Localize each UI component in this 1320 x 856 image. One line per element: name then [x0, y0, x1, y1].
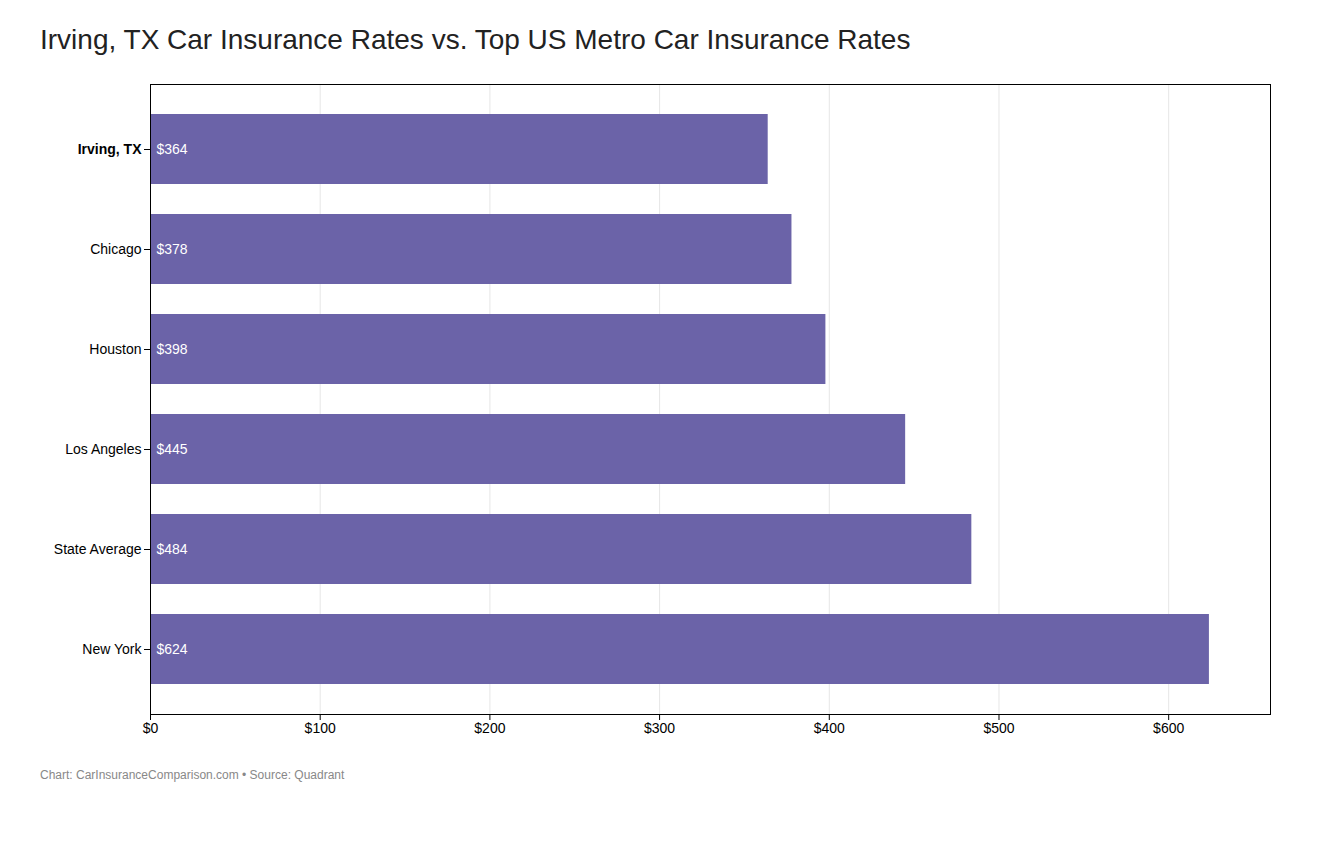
svg-text:$500: $500 [983, 720, 1014, 736]
svg-text:$600: $600 [1153, 720, 1184, 736]
svg-text:New York: New York [82, 641, 142, 657]
svg-text:Chicago: Chicago [90, 241, 142, 257]
svg-text:State Average: State Average [54, 541, 142, 557]
html-text:Chart: CarInsuranceComparison.: Chart: CarInsuranceComparison.com • Sour… [40, 768, 345, 782]
svg-text:$200: $200 [474, 720, 505, 736]
svg-text:$100: $100 [305, 720, 336, 736]
svg-text:Houston: Houston [89, 341, 141, 357]
svg-text:$484: $484 [157, 541, 188, 557]
svg-text:$0: $0 [143, 720, 159, 736]
svg-text:$400: $400 [814, 720, 845, 736]
svg-text:$378: $378 [157, 241, 188, 257]
svg-text:$300: $300 [644, 720, 675, 736]
svg-text:Los Angeles: Los Angeles [65, 441, 141, 457]
svg-text:Irving, TX: Irving, TX [78, 141, 142, 157]
svg-text:$624: $624 [157, 641, 188, 657]
svg-text:$364: $364 [157, 141, 188, 157]
svg-text:$398: $398 [157, 341, 188, 357]
html-text:Irving, TX Car Insurance Rates: Irving, TX Car Insurance Rates vs. Top U… [40, 24, 911, 55]
svg-text:$445: $445 [157, 441, 188, 457]
